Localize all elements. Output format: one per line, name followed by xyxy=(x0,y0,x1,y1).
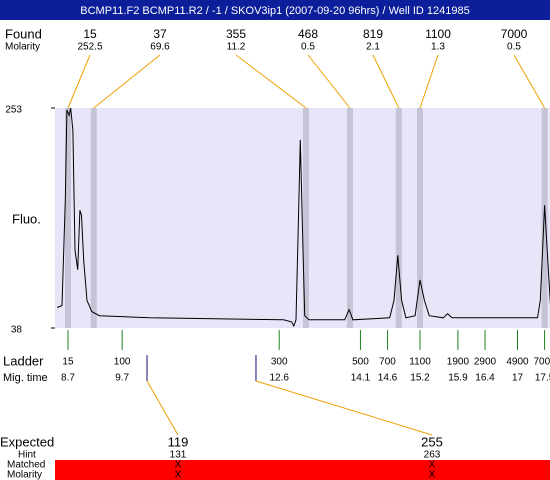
ladder-time: 16.4 xyxy=(475,373,495,384)
ladder-time: 12.6 xyxy=(269,373,289,384)
peak-band xyxy=(90,108,97,328)
found-size: 819 xyxy=(363,27,383,41)
found-size: 37 xyxy=(153,27,167,41)
expected-size: 119 xyxy=(168,434,189,449)
header-title: BCMP11.F2 BCMP11.R2 / -1 / SKOV3ip1 (200… xyxy=(80,5,469,17)
ladder-time: 9.7 xyxy=(115,373,129,384)
trace xyxy=(57,107,550,328)
expected-molarity-label: Molarity xyxy=(7,470,42,480)
expected-connector xyxy=(255,380,433,436)
found-molarity: 252.5 xyxy=(77,42,102,53)
peak-connector xyxy=(235,54,307,109)
found-molarity: 69.6 xyxy=(150,42,170,53)
peak-connector xyxy=(93,54,161,109)
matched-value: X xyxy=(175,460,182,471)
ladder-size: 100 xyxy=(114,357,131,368)
expected-size: 255 xyxy=(421,434,443,449)
ladder-size: 300 xyxy=(271,357,288,368)
hint-size: 263 xyxy=(424,450,441,461)
found-size: 15 xyxy=(83,27,97,41)
y-axis-label: Fluo. xyxy=(12,211,41,226)
matched-value: X xyxy=(429,460,436,471)
ladder-time: 15.2 xyxy=(410,373,430,384)
y-tick-label: 253 xyxy=(5,105,22,116)
ladder-time: 17.5 xyxy=(535,373,550,384)
found-molarity: 11.2 xyxy=(227,42,246,53)
found-size: 7000 xyxy=(501,27,528,41)
molarity-value: X xyxy=(175,470,182,480)
matched-label: Matched xyxy=(7,460,45,471)
peak-connector xyxy=(419,54,439,109)
peak-band xyxy=(346,108,353,328)
ladder-time: 14.1 xyxy=(351,373,371,384)
peak-band xyxy=(64,108,71,328)
ladder-size: 4900 xyxy=(506,357,529,368)
peak-connector xyxy=(513,54,546,109)
ladder-label: Ladder xyxy=(3,353,44,368)
matched-bar xyxy=(55,460,550,480)
molarity-label: Molarity xyxy=(5,42,40,53)
ladder-size: 1900 xyxy=(447,357,470,368)
ladder-time: 17 xyxy=(512,373,524,384)
peak-connector xyxy=(372,54,400,109)
hint-label: Hint xyxy=(18,450,36,461)
ladder-time: 15.9 xyxy=(448,373,468,384)
ladder-size: 2900 xyxy=(474,357,497,368)
expected-label: Expected xyxy=(0,434,54,449)
ladder-size: 500 xyxy=(352,357,369,368)
peak-connector xyxy=(307,54,351,109)
found-molarity: 2.1 xyxy=(366,42,380,53)
found-molarity: 1.3 xyxy=(431,42,445,53)
y-tick-label: 38 xyxy=(11,325,23,336)
peak-band xyxy=(395,108,402,328)
ladder-time: 14.6 xyxy=(378,373,398,384)
ladder-size: 1100 xyxy=(409,357,431,368)
found-size: 468 xyxy=(298,27,318,41)
ladder-size: 700 xyxy=(379,357,396,368)
ladder-size: 15 xyxy=(62,357,74,368)
header-bar xyxy=(0,0,550,20)
hint-size: 131 xyxy=(170,450,187,461)
peak-band xyxy=(541,108,548,328)
expected-connector xyxy=(146,380,179,436)
found-molarity: 0.5 xyxy=(507,42,521,53)
ladder-size: 7000 xyxy=(533,357,550,368)
ladder-time: 8.7 xyxy=(61,373,75,384)
peak-connector xyxy=(67,54,91,109)
found-label: Found xyxy=(5,26,42,41)
found-molarity: 0.5 xyxy=(301,42,315,53)
found-size: 355 xyxy=(226,27,246,41)
molarity-value: X xyxy=(429,470,436,480)
peak-band xyxy=(417,108,424,328)
peak-band xyxy=(302,108,309,328)
mig-time-label: Mig. time xyxy=(3,372,48,384)
found-size: 1100 xyxy=(425,27,451,41)
